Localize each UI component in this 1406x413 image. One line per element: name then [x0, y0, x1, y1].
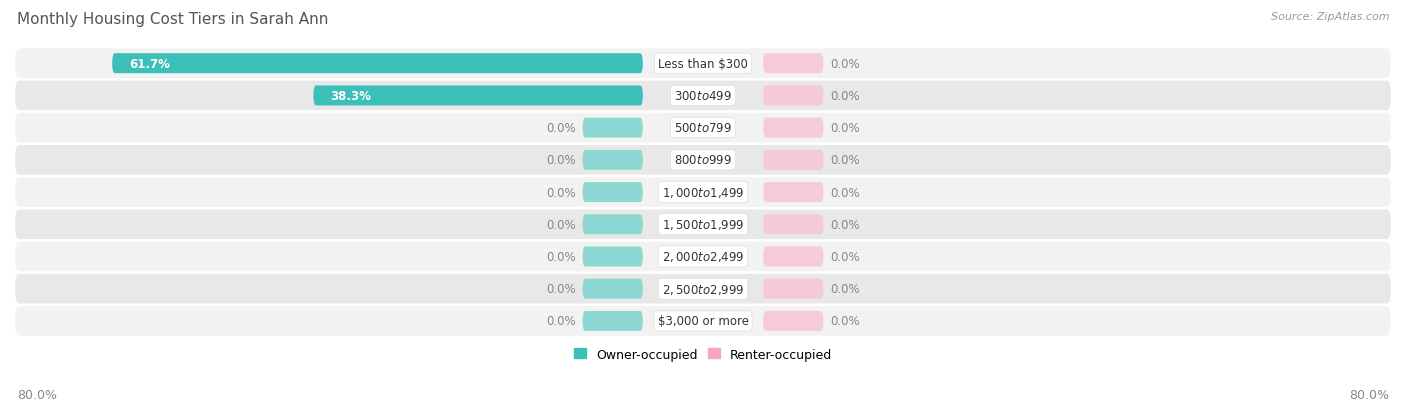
Text: 0.0%: 0.0%: [831, 186, 860, 199]
Text: $800 to $999: $800 to $999: [673, 154, 733, 167]
Text: $2,500 to $2,999: $2,500 to $2,999: [662, 282, 744, 296]
Text: 0.0%: 0.0%: [831, 315, 860, 328]
Text: 0.0%: 0.0%: [546, 218, 575, 231]
Text: 0.0%: 0.0%: [546, 315, 575, 328]
Text: $3,000 or more: $3,000 or more: [658, 315, 748, 328]
FancyBboxPatch shape: [314, 86, 643, 106]
Text: 0.0%: 0.0%: [546, 122, 575, 135]
FancyBboxPatch shape: [763, 54, 824, 74]
FancyBboxPatch shape: [15, 178, 1391, 207]
Text: $1,000 to $1,499: $1,000 to $1,499: [662, 185, 744, 199]
FancyBboxPatch shape: [763, 150, 824, 171]
Text: Less than $300: Less than $300: [658, 57, 748, 71]
FancyBboxPatch shape: [763, 279, 824, 299]
Text: 0.0%: 0.0%: [831, 57, 860, 71]
FancyBboxPatch shape: [15, 81, 1391, 111]
Text: 0.0%: 0.0%: [831, 154, 860, 167]
FancyBboxPatch shape: [15, 146, 1391, 175]
FancyBboxPatch shape: [582, 119, 643, 138]
Text: $300 to $499: $300 to $499: [673, 90, 733, 103]
Text: 38.3%: 38.3%: [330, 90, 371, 103]
FancyBboxPatch shape: [15, 274, 1391, 304]
FancyBboxPatch shape: [582, 311, 643, 331]
FancyBboxPatch shape: [763, 183, 824, 202]
Text: 61.7%: 61.7%: [129, 57, 170, 71]
Text: 0.0%: 0.0%: [546, 154, 575, 167]
Text: $1,500 to $1,999: $1,500 to $1,999: [662, 218, 744, 232]
Text: 0.0%: 0.0%: [546, 282, 575, 295]
FancyBboxPatch shape: [582, 150, 643, 171]
FancyBboxPatch shape: [763, 119, 824, 138]
Legend: Owner-occupied, Renter-occupied: Owner-occupied, Renter-occupied: [568, 343, 838, 366]
Text: 0.0%: 0.0%: [831, 282, 860, 295]
FancyBboxPatch shape: [763, 215, 824, 235]
FancyBboxPatch shape: [763, 247, 824, 267]
FancyBboxPatch shape: [15, 306, 1391, 336]
Text: $500 to $799: $500 to $799: [673, 122, 733, 135]
Text: Monthly Housing Cost Tiers in Sarah Ann: Monthly Housing Cost Tiers in Sarah Ann: [17, 12, 328, 27]
FancyBboxPatch shape: [15, 114, 1391, 143]
Text: 0.0%: 0.0%: [831, 250, 860, 263]
Text: $2,000 to $2,499: $2,000 to $2,499: [662, 250, 744, 264]
Text: 80.0%: 80.0%: [1350, 388, 1389, 401]
Text: 0.0%: 0.0%: [546, 186, 575, 199]
Text: 0.0%: 0.0%: [831, 218, 860, 231]
Text: 80.0%: 80.0%: [17, 388, 56, 401]
Text: 0.0%: 0.0%: [831, 122, 860, 135]
FancyBboxPatch shape: [582, 183, 643, 202]
Text: 0.0%: 0.0%: [831, 90, 860, 103]
FancyBboxPatch shape: [582, 279, 643, 299]
FancyBboxPatch shape: [763, 86, 824, 106]
FancyBboxPatch shape: [112, 54, 643, 74]
Text: Source: ZipAtlas.com: Source: ZipAtlas.com: [1271, 12, 1389, 22]
FancyBboxPatch shape: [15, 242, 1391, 272]
FancyBboxPatch shape: [15, 210, 1391, 240]
FancyBboxPatch shape: [763, 311, 824, 331]
FancyBboxPatch shape: [582, 247, 643, 267]
Text: 0.0%: 0.0%: [546, 250, 575, 263]
FancyBboxPatch shape: [15, 49, 1391, 79]
FancyBboxPatch shape: [582, 215, 643, 235]
